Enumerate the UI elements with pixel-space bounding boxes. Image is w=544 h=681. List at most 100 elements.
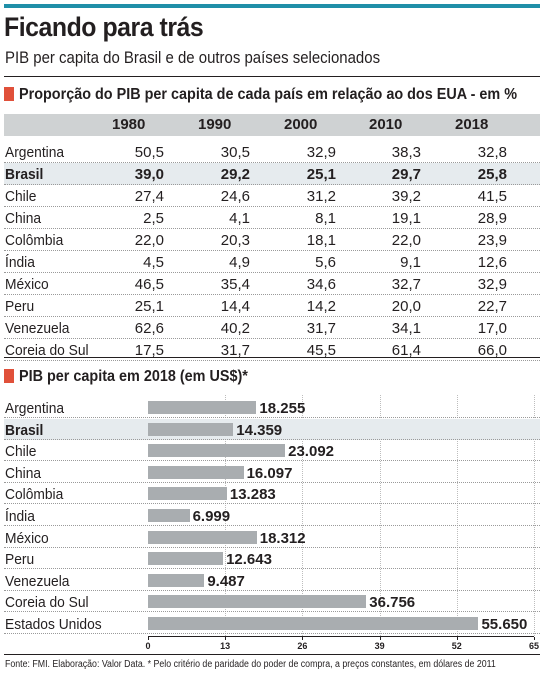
x-tick-label: 13 <box>220 641 231 651</box>
table-cell: 25,8 <box>477 166 507 183</box>
table-cell: 41,5 <box>477 188 507 205</box>
table-cell: 39,2 <box>391 188 421 205</box>
gridline <box>534 395 535 636</box>
category-label: Peru <box>5 551 35 569</box>
table-row: China 2,5 4,1 8,1 19,1 28,9 <box>4 207 540 229</box>
category-label: Estados Unidos <box>5 616 102 633</box>
country-name: Coreia do Sul <box>5 342 89 359</box>
country-name: Colômbia <box>5 232 64 249</box>
table-cell: 28,9 <box>477 210 507 227</box>
category-label: China <box>5 464 42 482</box>
country-name: México <box>5 276 49 293</box>
table-cell: 19,1 <box>391 210 421 227</box>
chart-row <box>4 613 540 634</box>
chart-row <box>4 397 540 418</box>
table-cell: 27,4 <box>134 188 164 205</box>
chart-row <box>4 505 540 526</box>
table-header-row: 1980 1990 2000 2010 2018 <box>4 114 540 136</box>
x-tick-label: 39 <box>374 641 385 651</box>
table-row: Coreia do Sul 17,5 31,7 45,5 61,4 66,0 <box>4 339 540 361</box>
table-cell: 24,6 <box>220 188 250 205</box>
category-label: Argentina <box>5 400 65 417</box>
x-tick-label: 0 <box>145 641 151 651</box>
table-cell: 46,5 <box>134 276 164 293</box>
page-title: Ficando para trás <box>4 12 204 42</box>
data-label: 9.487 <box>207 572 245 590</box>
table-cell: 40,2 <box>220 320 250 337</box>
column-header: 2000 <box>284 116 318 133</box>
table-cell: 50,5 <box>134 144 164 161</box>
table-row: Brasil 39,0 29,2 25,1 29,7 25,8 <box>4 163 540 185</box>
table-cell: 32,7 <box>391 276 421 293</box>
table-cell: 22,0 <box>134 232 164 249</box>
table-heading: Proporção do PIB per capita de cada país… <box>4 86 544 104</box>
category-label: Venezuela <box>5 572 70 590</box>
table-row: Colômbia 22,0 20,3 18,1 22,0 23,9 <box>4 229 540 251</box>
table-row: Peru 25,1 14,4 14,2 20,0 22,7 <box>4 295 540 317</box>
column-header: 2010 <box>369 116 403 133</box>
data-label: 18.312 <box>259 529 306 547</box>
table-cell: 4,1 <box>229 210 250 227</box>
chart-row <box>4 591 540 613</box>
table-cell: 34,6 <box>306 276 336 293</box>
table-cell: 25,1 <box>134 298 164 315</box>
data-label: 14.359 <box>236 421 283 439</box>
bar <box>148 509 190 522</box>
table-row: Venezuela 62,6 40,2 31,7 34,1 17,0 <box>4 317 540 339</box>
country-name: Chile <box>5 188 37 205</box>
table-cell: 2,5 <box>143 210 164 227</box>
gridline <box>225 395 227 636</box>
table-cell: 14,2 <box>306 298 336 315</box>
chart-row <box>4 418 540 440</box>
x-axis <box>148 636 534 637</box>
table-cell: 31,2 <box>306 188 336 205</box>
table-cell: 22,7 <box>477 298 507 315</box>
table-cell: 62,6 <box>134 320 164 337</box>
category-label: México <box>5 529 49 547</box>
data-label: 23.092 <box>288 443 335 461</box>
top-accent-bar <box>4 4 540 8</box>
x-tick <box>302 637 304 640</box>
chart-row <box>4 548 540 570</box>
table-cell: 31,7 <box>220 342 250 359</box>
table-cell: 38,3 <box>391 144 421 161</box>
table-row: Chile 27,4 24,6 31,2 39,2 41,5 <box>4 185 540 207</box>
data-label: 36.756 <box>369 594 416 612</box>
country-name: Índia <box>5 254 35 271</box>
table-cell: 32,8 <box>477 144 507 161</box>
table-cell: 20,0 <box>391 298 421 315</box>
table-cell: 39,0 <box>134 166 164 183</box>
table-heading-text: Proporção do PIB per capita de cada país… <box>19 86 518 103</box>
table-cell: 17,5 <box>134 342 164 359</box>
chart-title: PIB per capita em 2018 (em US$)* <box>19 368 248 385</box>
x-tick <box>225 637 227 640</box>
gdp-share-table: 1980 1990 2000 2010 2018 Argentina 50,5 30… <box>4 114 540 361</box>
bar <box>148 595 367 609</box>
table-cell: 14,4 <box>220 298 250 315</box>
category-label: Índia <box>5 508 35 525</box>
table-cell: 32,9 <box>477 276 507 293</box>
gridline <box>379 395 381 636</box>
table-cell: 8,1 <box>315 210 336 227</box>
x-tick-label: 52 <box>451 641 462 651</box>
data-label: 18.255 <box>259 400 306 417</box>
bar <box>148 573 205 587</box>
table-cell: 35,4 <box>220 276 250 293</box>
category-label: Coreia do Sul <box>5 594 89 612</box>
table-cell: 18,1 <box>306 232 336 249</box>
chart-row <box>4 527 540 548</box>
category-label: Brasil <box>5 421 44 439</box>
table-row: México 46,5 35,4 34,6 32,7 32,9 <box>4 273 540 295</box>
source-note: Fonte: FMI. Elaboração: Valor Data. * Pe… <box>5 659 496 670</box>
chart-heading: PIB per capita em 2018 (em US$)* <box>4 368 273 386</box>
table-cell: 32,9 <box>306 144 336 161</box>
gridline <box>456 395 458 636</box>
bar <box>148 552 224 566</box>
country-name: Peru <box>5 298 35 315</box>
gridline <box>302 395 304 636</box>
bar <box>148 487 227 501</box>
table-cell: 61,4 <box>391 342 421 359</box>
country-name: Venezuela <box>5 320 70 337</box>
table-row: Índia 4,5 4,9 5,6 9,1 12,6 <box>4 251 540 273</box>
table-cell: 9,1 <box>400 254 421 271</box>
